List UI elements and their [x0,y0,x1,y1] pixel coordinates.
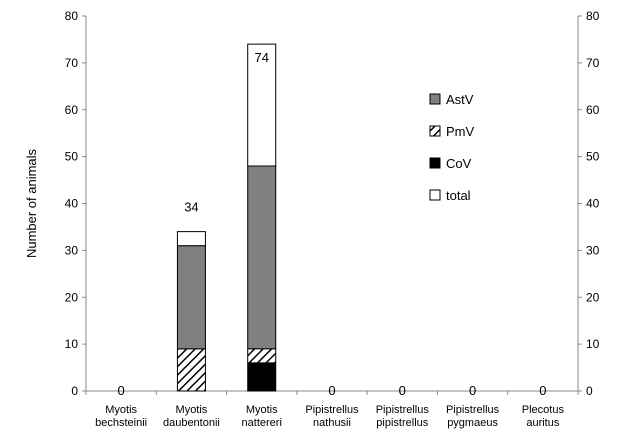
category-label: nattereri [242,417,282,429]
labels: 0 0 10 10 20 20 30 30 40 40 50 50 60 60 70 70 80 80 Number… [24,9,600,429]
category-label: Pipistrellus [305,404,359,416]
bar-segment-cov [247,362,277,392]
category-label: Myotis [176,404,208,416]
bar-segment-total [247,43,277,167]
y-axis-title: Number of animals [24,148,39,258]
bars [176,43,277,392]
y-tick-label-left: 50 [65,150,79,164]
legend: AstV PmV CoV total [429,92,475,203]
y-tick-label-left: 30 [65,243,79,257]
legend-label-total: total [446,188,471,203]
category-label: daubentonii [163,417,220,429]
y-tick-label-right: 50 [586,150,600,164]
category-label: bechsteinii [95,417,147,429]
legend-swatch-pmv [429,125,441,137]
total-label: 0 [469,383,476,398]
total-label: 0 [539,383,546,398]
legend-swatch-total [429,189,441,201]
category-label: Plecotus [522,404,565,416]
y-tick-label-left: 0 [71,384,78,398]
total-label: 74 [254,50,268,65]
legend-swatch-astv [429,93,441,105]
legend-label-astv: AstV [446,92,474,107]
category-label: pygmaeus [447,417,498,429]
y-tick-label-right: 60 [586,103,600,117]
y-tick-label-left: 70 [65,56,79,70]
total-label: 0 [328,383,335,398]
category-label: Myotis [105,404,137,416]
total-label: 0 [118,383,125,398]
axes [82,15,582,395]
y-tick-label-right: 0 [586,384,593,398]
category-label: Pipistrellus [376,404,430,416]
category-label: pipistrellus [376,417,428,429]
y-tick-label-right: 20 [586,290,600,304]
category-label: nathusii [313,417,351,429]
category-label: Pipistrellus [446,404,500,416]
bar-segment-total [176,231,206,247]
legend-label-pmv: PmV [446,124,475,139]
bar-segment-astv [176,245,206,350]
category-label: auritus [526,417,560,429]
category-label: Myotis [246,404,278,416]
y-tick-label-left: 10 [65,337,79,351]
y-tick-label-left: 20 [65,290,79,304]
y-tick-label-left: 60 [65,103,79,117]
legend-swatch-cov [429,157,441,169]
y-tick-label-right: 70 [586,56,600,70]
bar-segment-astv [247,165,277,350]
total-label: 0 [399,383,406,398]
y-tick-label-left: 40 [65,197,79,211]
y-tick-label-right: 80 [586,9,600,23]
bar-segment-pmv [247,348,277,364]
y-tick-label-left: 80 [65,9,79,23]
y-tick-label-right: 40 [586,197,600,211]
bar-segment-pmv [176,348,206,392]
y-tick-label-right: 30 [586,243,600,257]
legend-label-cov: CoV [446,156,472,171]
total-label: 34 [184,200,198,215]
y-tick-label-right: 10 [586,337,600,351]
